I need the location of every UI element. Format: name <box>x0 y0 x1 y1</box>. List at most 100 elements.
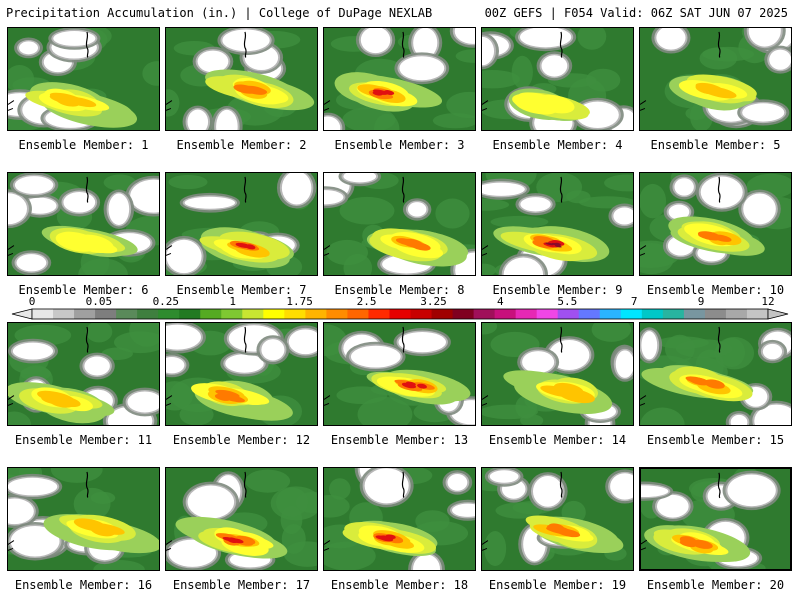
colorbar-tick-label: 1 <box>229 295 237 308</box>
precip-field <box>324 468 475 570</box>
ensemble-member-map-14[interactable] <box>481 322 634 426</box>
ensemble-member-label: Ensemble Member: 8 <box>334 283 465 297</box>
colorbar-swatch <box>326 309 348 319</box>
ensemble-member-label: Ensemble Member: 12 <box>172 433 311 447</box>
precip-field <box>324 173 475 275</box>
ensemble-member-map-11[interactable] <box>7 322 160 426</box>
coastline <box>482 540 489 551</box>
precip-field <box>8 323 159 425</box>
colorbar-tick-label: 2.5 <box>356 295 377 308</box>
ensemble-member-label: Ensemble Member: 2 <box>176 138 307 152</box>
colorbar-tick-label: 0.05 <box>85 295 113 308</box>
ensemble-member-label: Ensemble Member: 20 <box>646 578 785 592</box>
colorbar-tick-label: 4 <box>497 295 504 308</box>
colorbar-left-arrow <box>11 308 33 320</box>
ensemble-member-map-1[interactable] <box>7 27 160 131</box>
ensemble-member-map-12[interactable] <box>165 322 318 426</box>
ensemble-member-map-16[interactable] <box>7 467 160 571</box>
lake-outline <box>717 472 721 499</box>
ensemble-member-label: Ensemble Member: 5 <box>650 138 781 152</box>
colorbar-swatch <box>116 309 138 319</box>
colorbar-swatch <box>473 309 496 319</box>
colorbar-swatch <box>53 309 75 319</box>
colorbar-tick-label: 5.5 <box>557 295 578 308</box>
ensemble-member-map-13[interactable] <box>323 322 476 426</box>
ensemble-member-label: Ensemble Member: 17 <box>172 578 311 592</box>
colorbar-swatch <box>515 309 538 319</box>
colorbar-swatch <box>641 309 664 319</box>
ensemble-member-map-19[interactable] <box>481 467 634 571</box>
ensemble-member-map-3[interactable] <box>323 27 476 131</box>
colorbar-swatch <box>599 309 622 319</box>
colorbar-swatch <box>221 309 243 319</box>
ensemble-member-map-9[interactable] <box>481 172 634 276</box>
precip-field <box>641 469 790 569</box>
ensemble-member-map-5[interactable] <box>639 27 792 131</box>
ensemble-member-label: Ensemble Member: 13 <box>330 433 469 447</box>
colorbar-swatch <box>158 309 180 319</box>
coastline <box>8 100 15 111</box>
coastline <box>640 245 647 256</box>
ensemble-member-map-2[interactable] <box>165 27 318 131</box>
model-run-info: 00Z GEFS | F054 Valid: 06Z SAT JUN 07 20… <box>484 6 788 20</box>
coastline <box>166 245 173 256</box>
ensemble-member-map-4[interactable] <box>481 27 634 131</box>
ensemble-member-label: Ensemble Member: 14 <box>488 433 627 447</box>
colorbar-swatch <box>536 309 559 319</box>
precip-field <box>166 173 317 275</box>
lake-outline <box>717 326 721 353</box>
ensemble-member-map-17[interactable] <box>165 467 318 571</box>
precip-field <box>482 468 633 570</box>
coastline <box>324 540 331 551</box>
ensemble-member-map-6[interactable] <box>7 172 160 276</box>
colorbar-swatch <box>368 309 390 319</box>
colorbar-right-arrow <box>767 308 789 320</box>
colorbar-tick-label: 9 <box>697 295 705 308</box>
ensemble-member-label: Ensemble Member: 3 <box>334 138 465 152</box>
precip-field <box>166 28 317 130</box>
lake-outline <box>401 31 405 58</box>
coastline <box>482 395 489 406</box>
colorbar-swatch <box>263 309 285 319</box>
colorbar-swatch <box>389 309 412 319</box>
colorbar-scale <box>11 308 789 320</box>
colorbar-tick-label: 1.75 <box>286 295 313 308</box>
ensemble-member-label: Ensemble Member: 10 <box>646 283 785 297</box>
lake-outline <box>401 176 405 203</box>
coastline <box>640 395 647 406</box>
ensemble-member-map-18[interactable] <box>323 467 476 571</box>
lake-outline <box>243 471 247 498</box>
ensemble-member-map-20[interactable] <box>639 467 792 571</box>
colorbar-swatch <box>452 309 475 319</box>
colorbar-swatch <box>179 309 201 319</box>
colorbar-swatch <box>494 309 517 319</box>
colorbar-swatch <box>557 309 580 319</box>
precip-field <box>324 323 475 425</box>
ensemble-member-label: Ensemble Member: 1 <box>18 138 149 152</box>
colorbar-swatch <box>683 309 706 319</box>
ensemble-member-map-7[interactable] <box>165 172 318 276</box>
coastline <box>641 539 648 551</box>
colorbar-swatch <box>200 309 222 319</box>
ensemble-member-label: Ensemble Member: 15 <box>646 433 785 447</box>
coastline <box>166 395 173 406</box>
precip-field <box>166 323 317 425</box>
precip-field <box>166 468 317 570</box>
lake-outline <box>717 31 721 58</box>
precip-field <box>482 28 633 130</box>
precip-field <box>640 323 791 425</box>
precip-field <box>640 173 791 275</box>
colorbar-swatch <box>704 309 727 319</box>
colorbar-swatch <box>284 309 306 319</box>
ensemble-member-map-10[interactable] <box>639 172 792 276</box>
ensemble-member-label: Ensemble Member: 11 <box>14 433 153 447</box>
ensemble-member-map-8[interactable] <box>323 172 476 276</box>
colorbar-tick-label: 3.25 <box>420 295 447 308</box>
lake-outline <box>559 326 563 353</box>
ensemble-member-map-15[interactable] <box>639 322 792 426</box>
colorbar-tick-label: 12 <box>761 295 775 308</box>
lake-outline <box>559 31 563 58</box>
coastline <box>640 100 647 111</box>
lake-outline <box>559 471 563 498</box>
colorbar-swatch <box>32 309 54 319</box>
